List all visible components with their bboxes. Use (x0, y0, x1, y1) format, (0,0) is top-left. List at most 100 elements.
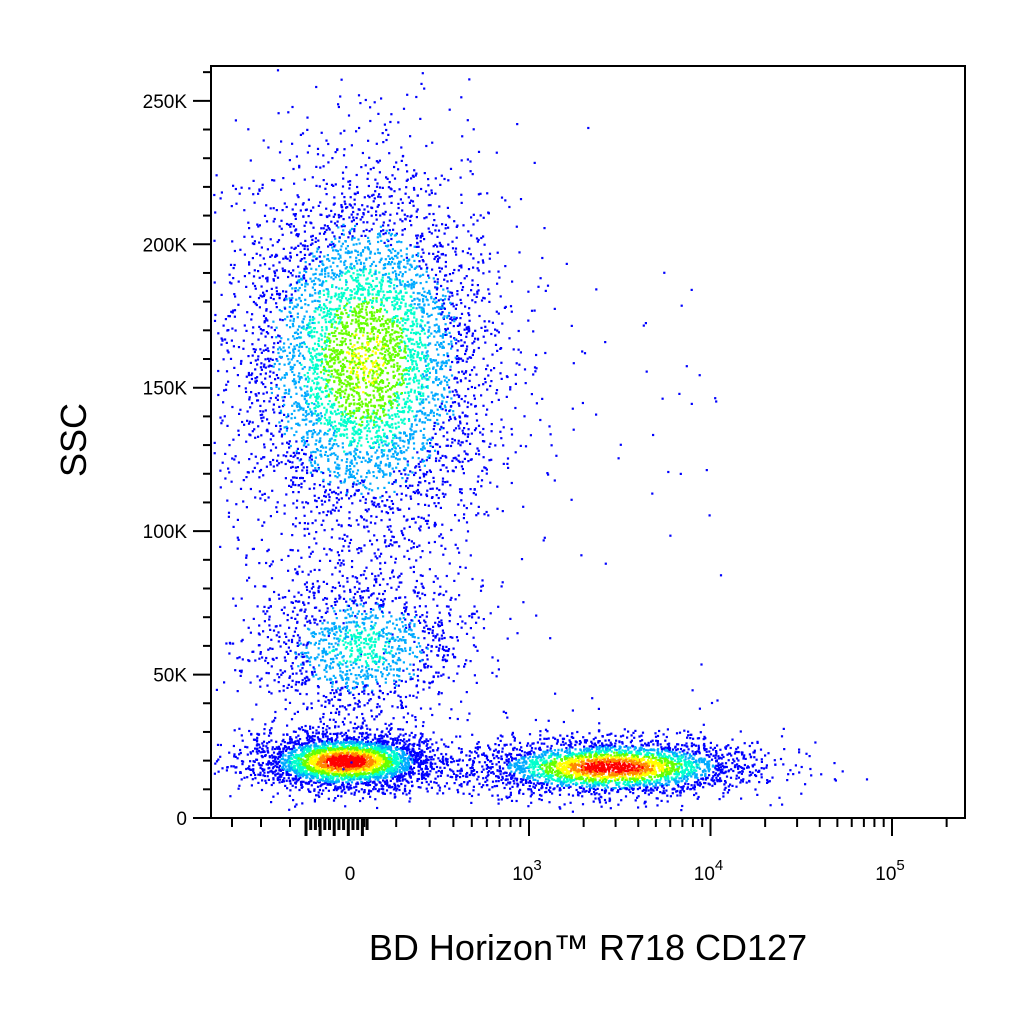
event-dot (514, 382, 517, 385)
event-dot (463, 450, 466, 453)
event-dot (470, 403, 473, 406)
event-dot (303, 440, 307, 443)
event-dot (376, 330, 379, 333)
event-dot (228, 273, 231, 276)
event-dot (272, 278, 275, 281)
event-dot (237, 346, 241, 349)
event-dot (480, 253, 483, 256)
event-dot (317, 412, 320, 416)
event-dot (398, 260, 401, 263)
event-dot (416, 241, 419, 244)
event-dot (442, 346, 445, 349)
event-dot (587, 126, 590, 130)
event-dot (291, 379, 294, 383)
event-dot (383, 294, 386, 297)
event-dot (351, 237, 354, 240)
event-dot (421, 550, 424, 553)
event-dot (328, 315, 331, 319)
event-dot (334, 461, 337, 464)
event-dot (343, 480, 346, 483)
event-dot (369, 394, 372, 397)
event-dot (214, 313, 217, 317)
event-dot (255, 303, 258, 307)
event-dot (417, 252, 420, 255)
event-dot (371, 305, 374, 308)
event-dot (418, 418, 421, 421)
event-dot (479, 431, 482, 434)
event-dot (437, 502, 440, 505)
event-dot (422, 475, 426, 478)
event-dot (407, 418, 411, 421)
event-dot (458, 460, 461, 464)
event-dot (450, 343, 453, 346)
event-dot (329, 341, 332, 344)
event-dot (389, 234, 392, 237)
event-dot (406, 93, 409, 96)
event-dot (483, 320, 486, 323)
event-dot (450, 303, 453, 306)
event-dot (336, 457, 339, 461)
event-dot (251, 313, 254, 316)
event-dot (435, 370, 438, 373)
event-dot (340, 424, 343, 427)
event-dot (328, 428, 331, 431)
event-dot (421, 401, 424, 404)
event-dot (359, 429, 362, 432)
event-dot (366, 282, 369, 285)
event-dot (310, 335, 314, 338)
event-dot (349, 414, 352, 418)
event-dot (420, 267, 423, 270)
event-dot (318, 296, 321, 299)
event-dot (429, 487, 432, 490)
event-dot (395, 383, 398, 386)
event-dot (379, 417, 382, 420)
event-dot (384, 443, 387, 446)
event-dot (404, 596, 407, 599)
event-dot (437, 299, 440, 302)
event-dot (359, 268, 362, 271)
event-dot (431, 445, 434, 448)
event-dot (288, 310, 291, 313)
event-dot (407, 309, 410, 312)
event-dot (360, 430, 363, 433)
event-dot (465, 507, 468, 510)
event-dot (342, 622, 345, 625)
event-dot (406, 215, 409, 218)
event-dot (330, 276, 333, 279)
event-dot (349, 361, 352, 364)
event-dot (323, 500, 327, 503)
event-dot (424, 360, 427, 363)
event-dot (442, 354, 445, 357)
event-dot (405, 485, 408, 488)
event-dot (257, 518, 260, 521)
event-dot (417, 481, 421, 484)
event-dot (438, 205, 441, 208)
event-dot (427, 303, 430, 306)
event-dot (359, 482, 362, 485)
event-dot (362, 267, 365, 270)
event-dot (320, 306, 323, 309)
event-dot (311, 435, 314, 439)
event-dot (427, 274, 430, 277)
event-dot (391, 304, 394, 307)
event-dot (437, 378, 440, 381)
event-dot (340, 385, 343, 388)
event-dot (477, 346, 480, 350)
event-dot (420, 329, 423, 333)
event-dot (283, 376, 287, 379)
event-dot (345, 288, 348, 291)
event-dot (422, 398, 425, 401)
event-dot (340, 215, 343, 218)
event-dot (375, 505, 378, 508)
event-dot (333, 470, 336, 474)
event-dot (463, 400, 466, 403)
event-dot (343, 415, 346, 418)
event-dot (379, 381, 382, 384)
event-dot (356, 250, 359, 253)
event-dot (383, 435, 386, 438)
event-dot (358, 439, 361, 442)
event-dot (310, 222, 313, 225)
event-dot (382, 578, 385, 581)
event-dot (308, 487, 311, 490)
event-dot (306, 151, 309, 154)
